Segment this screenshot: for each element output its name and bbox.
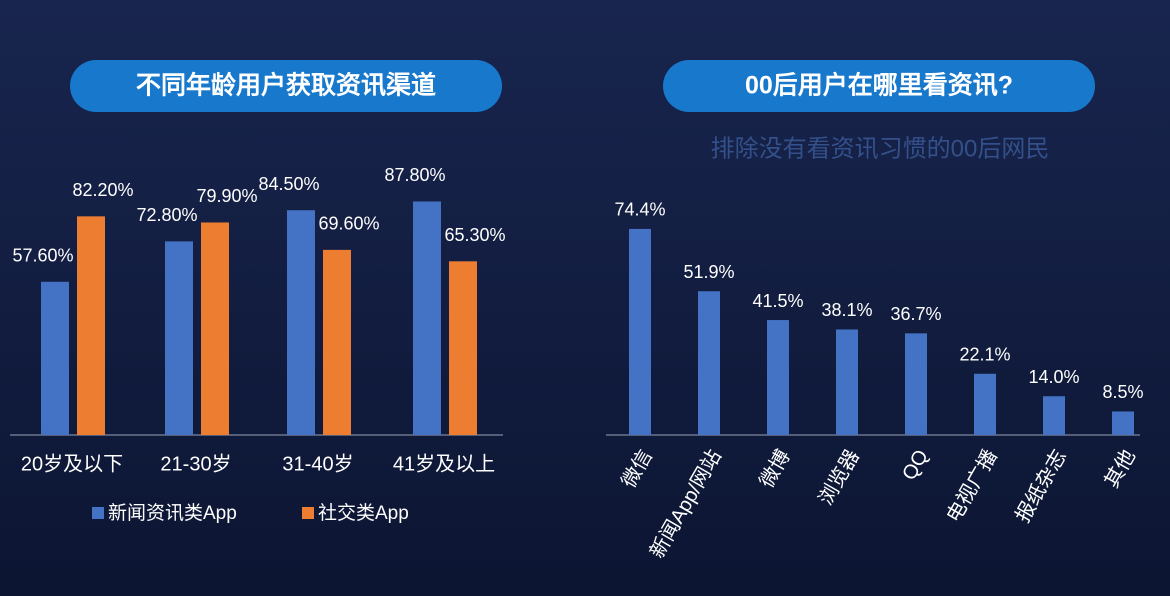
- bar: [287, 210, 315, 435]
- data-label: 41.5%: [752, 291, 803, 311]
- data-label: 65.30%: [444, 225, 505, 245]
- data-label: 8.5%: [1102, 382, 1143, 402]
- chart-title: 00后用户在哪里看资讯?: [745, 71, 1013, 100]
- data-label: 14.0%: [1028, 367, 1079, 387]
- chart-subtitle: 排除没有看资讯习惯的00后网民: [711, 135, 1050, 162]
- data-label: 69.60%: [318, 214, 379, 234]
- bar: [767, 320, 789, 435]
- data-label: 87.80%: [384, 165, 445, 185]
- data-label: 74.4%: [614, 200, 665, 220]
- bar: [1112, 411, 1134, 435]
- bar: [41, 281, 69, 435]
- bar: [629, 228, 651, 435]
- data-label: 82.20%: [72, 180, 133, 200]
- bar: [974, 373, 996, 435]
- data-label: 22.1%: [959, 345, 1010, 365]
- bar: [323, 249, 351, 435]
- data-label: 72.80%: [136, 205, 197, 225]
- legend-swatch: [92, 507, 104, 519]
- bar: [698, 291, 720, 435]
- x-tick-label: 31-40岁: [282, 452, 353, 475]
- bar: [413, 201, 441, 435]
- bar: [165, 241, 193, 435]
- legend-swatch: [302, 507, 314, 519]
- bar: [905, 333, 927, 435]
- data-label: 79.90%: [196, 186, 257, 206]
- data-label: 84.50%: [258, 174, 319, 194]
- x-tick-label: 20岁及以下: [21, 452, 123, 475]
- legend-label: 新闻资讯类App: [108, 502, 237, 524]
- data-label: 36.7%: [890, 304, 941, 324]
- bar: [77, 216, 105, 435]
- legend-label: 社交类App: [318, 502, 409, 524]
- data-label: 57.60%: [12, 246, 73, 266]
- data-label: 51.9%: [683, 262, 734, 282]
- bar: [449, 261, 477, 435]
- bar: [836, 329, 858, 435]
- data-label: 38.1%: [821, 300, 872, 320]
- bar: [201, 222, 229, 435]
- title-pill: [663, 60, 1095, 112]
- bar: [1043, 396, 1065, 435]
- title-pill: [70, 60, 502, 112]
- x-tick-label: 41岁及以上: [393, 452, 495, 475]
- x-tick-label: 21-30岁: [160, 452, 231, 475]
- chart-title: 不同年龄用户获取资讯渠道: [136, 71, 436, 100]
